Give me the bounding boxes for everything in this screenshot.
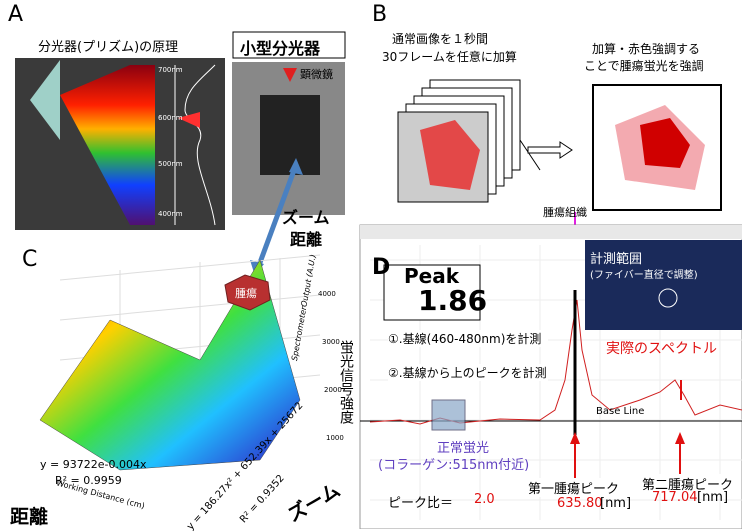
label: 腫瘍組織 — [543, 204, 587, 220]
label: B — [372, 2, 387, 27]
label: ズーム — [282, 204, 330, 228]
value: 2.0 — [474, 492, 495, 507]
value: 717.04 — [652, 490, 698, 505]
value: 1.86 — [418, 284, 487, 317]
tick: 400nm — [158, 210, 183, 218]
text: ことで腫瘍蛍光を強調 — [584, 57, 704, 74]
equation: y = 93722e-0.004x — [40, 458, 146, 471]
arrow — [528, 142, 572, 158]
label: 腫瘍 — [235, 285, 257, 301]
label: 顕微鏡 — [300, 66, 333, 82]
toolbar — [360, 225, 742, 239]
label: [nm] — [697, 490, 728, 505]
label: ピーク比＝ — [388, 492, 453, 511]
tick: 1000 — [326, 434, 344, 442]
label: 蛍光信号強度 — [336, 340, 356, 424]
label: Base Line — [596, 406, 644, 417]
tick: 4000 — [318, 290, 336, 298]
device — [260, 95, 320, 175]
tick: 500nm — [158, 160, 183, 168]
page: A 分光器(プリズム)の原理 700nm 600nm 500nm 400nm 小… — [0, 0, 742, 529]
label: 第一腫瘍ピーク — [528, 478, 619, 497]
text: 30フレームを任意に加算 — [382, 48, 517, 65]
label: [nm] — [600, 496, 631, 511]
label: 計測範囲 — [590, 248, 642, 267]
normal-box — [432, 400, 465, 430]
value: 635.80 — [557, 496, 603, 511]
text: 加算・赤色強調する — [592, 40, 700, 57]
label: 距離 — [10, 502, 48, 529]
tick: 700nm — [158, 66, 183, 74]
title: 分光器(プリズム)の原理 — [38, 36, 178, 55]
label: 実際のスペクトル — [606, 338, 717, 358]
tick: 600nm — [158, 114, 183, 122]
label: D — [372, 255, 390, 280]
text: 通常画像を１秒間 — [392, 30, 488, 47]
label: C — [22, 247, 37, 272]
text: ②.基線から上のピークを計測 — [388, 364, 548, 381]
text: ①.基線(460-480nm)を計測 — [388, 330, 548, 347]
label: 距離 — [290, 226, 322, 250]
pointer — [520, 140, 540, 170]
label: A — [8, 2, 23, 27]
label: 小型分光器 — [240, 35, 320, 59]
label: (ファイバー直径で調整) — [590, 266, 698, 281]
spectrum-bar — [130, 65, 155, 225]
label: (コラーゲン:515nm付近) — [378, 454, 529, 473]
